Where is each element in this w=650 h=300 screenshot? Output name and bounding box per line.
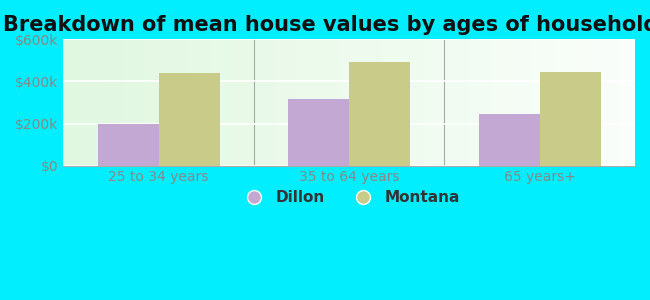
Bar: [540, 72, 601, 166]
Legend: Dillon, Montana: Dillon, Montana: [233, 184, 465, 211]
Bar: [98, 124, 159, 166]
Bar: [349, 62, 410, 166]
Bar: [478, 114, 540, 166]
Bar: [288, 99, 349, 166]
Title: Breakdown of mean house values by ages of householders: Breakdown of mean house values by ages o…: [3, 15, 650, 35]
Bar: [159, 73, 220, 166]
